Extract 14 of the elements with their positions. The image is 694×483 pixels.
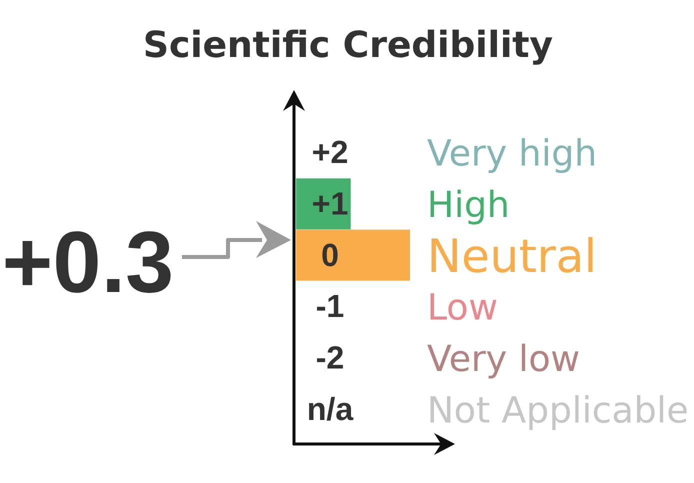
y-tick-label: +1	[312, 186, 348, 222]
y-tick-label: n/a	[306, 390, 354, 427]
y2-tick-label: Very high	[427, 134, 598, 175]
text: +0.3	[2, 214, 174, 311]
y2-tick-label: Very low	[427, 338, 580, 380]
y2-tick-label: Not Applicable	[427, 390, 689, 432]
y-tick-label: 0	[321, 236, 339, 273]
chart-title: Scientific Credibility	[143, 25, 553, 66]
y-tick-label: -1	[316, 288, 344, 324]
y2-tick-label: Low	[427, 288, 498, 329]
y-tick-label: -2	[316, 340, 344, 376]
y2-tick-label: High	[427, 184, 510, 226]
y2-tick-label: Neutral	[427, 228, 597, 283]
y-tick-label: +2	[312, 134, 348, 170]
